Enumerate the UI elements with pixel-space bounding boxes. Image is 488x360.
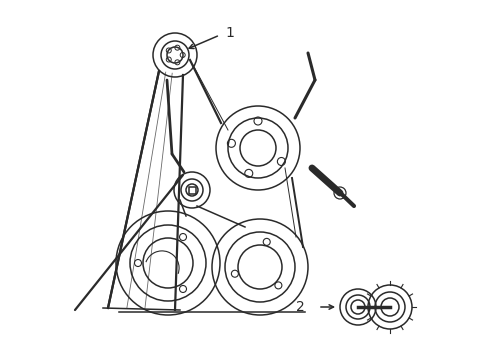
Text: 2: 2: [296, 300, 305, 314]
Text: 1: 1: [224, 26, 233, 40]
